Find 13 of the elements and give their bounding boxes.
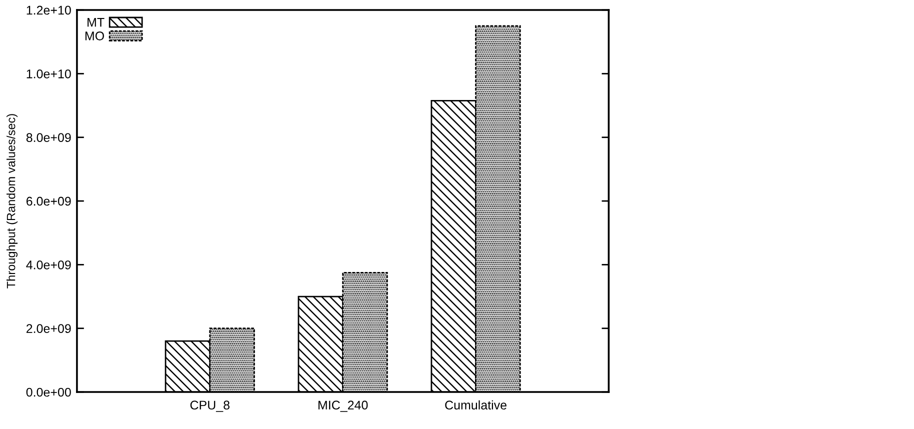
y-tick-label: 1.0e+10 [26, 69, 71, 78]
x-tick-label: Cumulative [445, 400, 506, 410]
x-tick-label: CPU_8 [190, 400, 230, 412]
y-tick-label: 2.0e+09 [26, 324, 71, 333]
legend-label: MT [88, 18, 104, 27]
x-tick-label: MIC_240 [318, 400, 368, 412]
legend-label: MO [85, 31, 104, 40]
y-tick-label: 8.0e+09 [26, 133, 71, 142]
y-tick-label: 0.0e+00 [26, 388, 71, 397]
y-axis-title: Throughput (Random values/sec) [6, 114, 18, 288]
y-tick-label: 1.2e+10 [26, 6, 71, 15]
y-tick-label: 4.0e+09 [26, 260, 71, 270]
y-tick-label: 6.0e+09 [26, 196, 71, 206]
